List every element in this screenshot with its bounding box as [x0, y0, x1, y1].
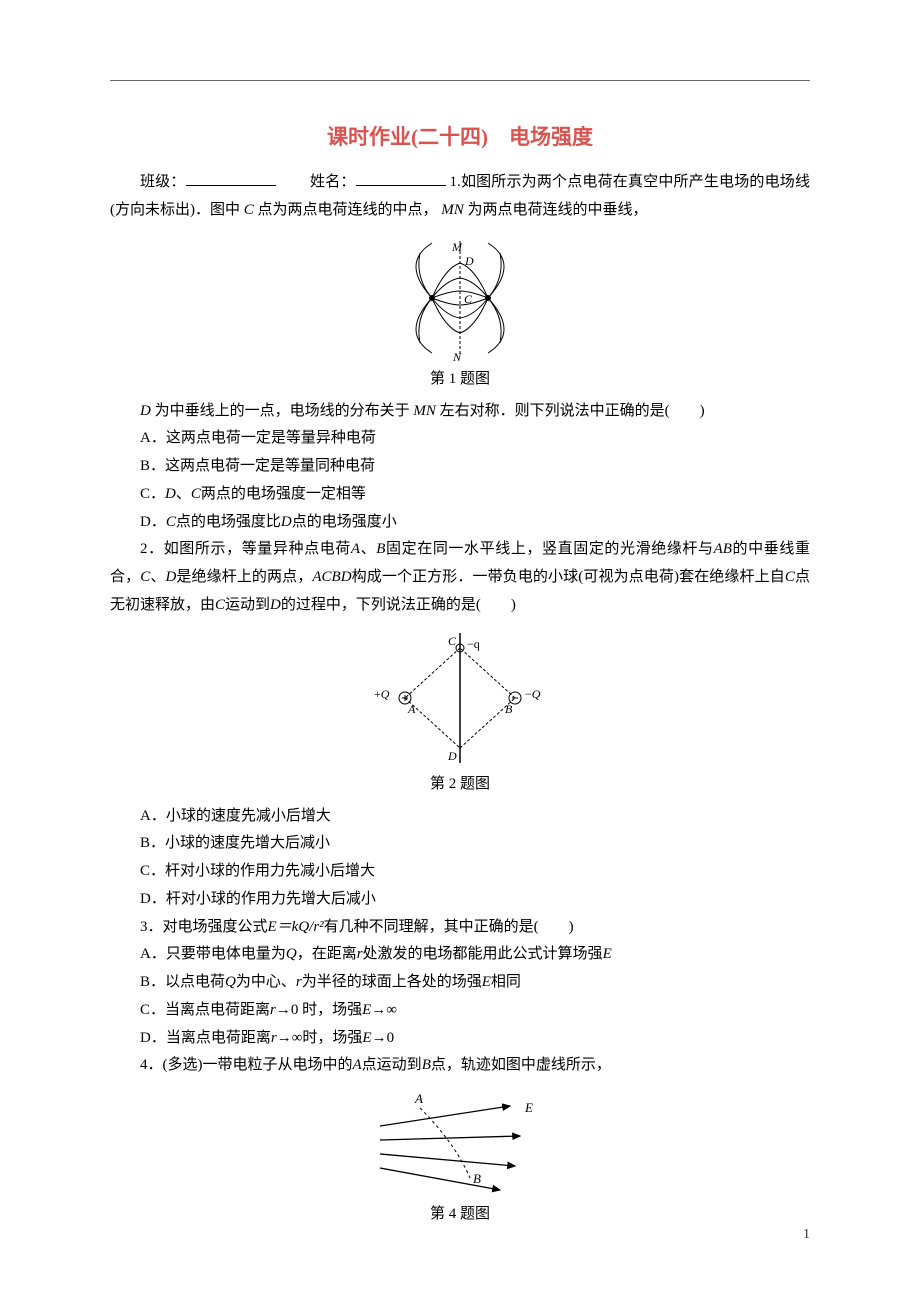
- svg-text:−Q: −Q: [525, 687, 541, 701]
- q1-tail-D: D: [140, 403, 151, 419]
- fig1-M: M: [451, 240, 463, 254]
- figure-2: C −q +Q A −Q B D: [110, 628, 810, 768]
- svg-text:C: C: [448, 634, 457, 648]
- svg-text:A: A: [414, 1091, 423, 1106]
- class-blank: [186, 171, 276, 186]
- q2-opt-D: D．杆对小球的作用力先增大后减小: [110, 886, 810, 914]
- q2-opt-C: C．杆对小球的作用力先减小后增大: [110, 858, 810, 886]
- q3-opt-C: C．当离点电荷距离r→0 时，场强E→∞: [110, 997, 810, 1025]
- q1-opt-C: C．D、C两点的电场强度一定相等: [110, 481, 810, 509]
- name-blank: [356, 171, 446, 186]
- svg-text:E: E: [524, 1100, 533, 1115]
- var-mn: MN: [441, 202, 464, 218]
- figure-4-caption: 第 4 题图: [110, 1202, 810, 1223]
- q1-opt-D: D．C点的电场强度比D点的电场强度小: [110, 509, 810, 537]
- q1-opt-B: B．这两点电荷一定是等量同种电荷: [110, 453, 810, 481]
- q3-opt-B: B．以点电荷Q为中心、r为半径的球面上各处的场强E相同: [110, 969, 810, 997]
- svg-text:B: B: [505, 702, 513, 716]
- q1-tail-t1: 为中垂线上的一点，电场线的分布关于: [155, 403, 410, 419]
- var-c: C: [244, 202, 254, 218]
- figure-1-caption: 第 1 题图: [110, 367, 810, 388]
- figure-1: M D C N: [110, 233, 810, 363]
- q3-opt-A: A．只要带电体电量为Q，在距离r处激发的电场都能用此公式计算场强E: [110, 941, 810, 969]
- fig1-C: C: [464, 292, 473, 306]
- fig1-N: N: [452, 350, 462, 363]
- name-label: 姓名：: [310, 174, 356, 190]
- svg-text:+Q: +Q: [374, 687, 390, 701]
- q2-intro: 2．如图所示，等量异种点电荷A、B固定在同一水平线上，竖直固定的光滑绝缘杆与AB…: [110, 536, 810, 619]
- q2-opt-A: A．小球的速度先减小后增大: [110, 803, 810, 831]
- q3-intro: 3．对电场强度公式E＝kQ/r²有几种不同理解，其中正确的是( ): [110, 914, 810, 942]
- svg-text:−q: −q: [467, 637, 480, 651]
- q1-mid1: 点为两点电荷连线的中点，: [258, 202, 438, 218]
- q1-tail: D 为中垂线上的一点，电场线的分布关于 MN 左右对称．则下列说法中正确的是( …: [110, 398, 810, 426]
- svg-text:B: B: [473, 1171, 481, 1186]
- q1-opt-A: A．这两点电荷一定是等量异种电荷: [110, 425, 810, 453]
- q1-mid2: 为两点电荷连线的中垂线，: [468, 202, 648, 218]
- q1-tail-MN: MN: [413, 403, 436, 419]
- q4-intro: 4．(多选)一带电粒子从电场中的A点运动到B点，轨迹如图中虚线所示，: [110, 1052, 810, 1080]
- svg-text:D: D: [447, 749, 457, 763]
- svg-text:A: A: [407, 702, 416, 716]
- fig1-D: D: [464, 254, 474, 268]
- page-title: 课时作业(二十四) 电场强度: [110, 121, 810, 151]
- figure-4: A E B: [110, 1088, 810, 1198]
- q1-tail-t2: 左右对称．则下列说法中正确的是( ): [440, 403, 705, 419]
- page-number: 1: [803, 1227, 810, 1243]
- q3-opt-D: D．当离点电荷距离r→∞时，场强E→0: [110, 1025, 810, 1053]
- q3-formula: E＝kQ/r²: [268, 919, 324, 935]
- class-label: 班级：: [140, 174, 186, 190]
- figure-2-caption: 第 2 题图: [110, 772, 810, 793]
- header-line: 班级： 姓名： 1.如图所示为两个点电荷在真空中所产生电场的电场线(方向未标出)…: [110, 169, 810, 225]
- q2-opt-B: B．小球的速度先增大后减小: [110, 830, 810, 858]
